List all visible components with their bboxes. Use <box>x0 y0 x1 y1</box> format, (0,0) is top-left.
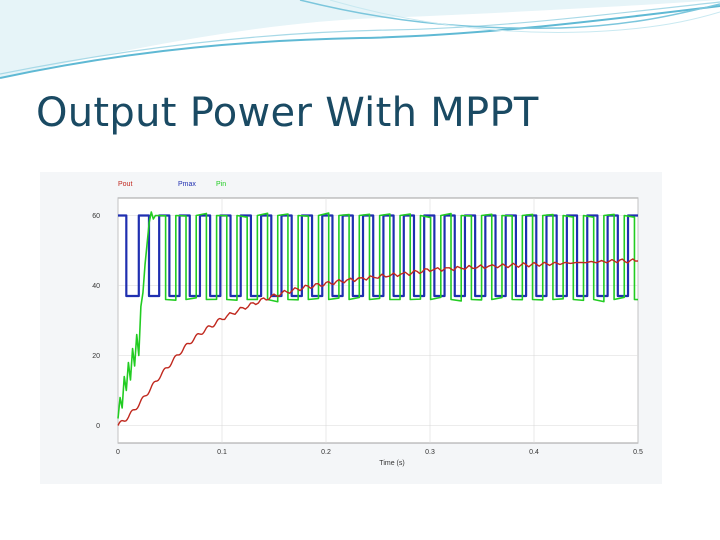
legend-pmax: Pmax <box>178 181 196 188</box>
y-tick-label: 40 <box>92 283 100 290</box>
y-tick-label: 0 <box>96 423 100 430</box>
x-tick-labels: 0 0.1 0.2 0.3 0.4 0.5 <box>116 449 643 456</box>
x-tick-label: 0.3 <box>425 449 435 456</box>
x-tick-label: 0.5 <box>633 449 643 456</box>
y-tick-label: 20 <box>92 353 100 360</box>
x-tick-label: 0.4 <box>529 449 539 456</box>
power-chart: Pout Pmax Pin 020406080 00.10.20.30.40.5… <box>40 172 662 484</box>
legend-pin: Pin <box>216 181 226 188</box>
y-tick-label: 60 <box>92 213 100 220</box>
legend: Pout Pmax Pin <box>118 181 226 188</box>
x-tick-label: 0 <box>116 449 120 456</box>
header-wave-decoration <box>0 0 720 90</box>
legend-pout: Pout <box>118 181 132 188</box>
x-axis-label: Time (s) <box>379 460 404 467</box>
x-tick-label: 0.1 <box>217 449 227 456</box>
x-tick-label: 0.2 <box>321 449 331 456</box>
chart-panel: Pout Pmax Pin 020406080 00.10.20.30.40.5… <box>40 172 662 484</box>
slide-title: Output Power With MPPT <box>36 90 539 136</box>
y-tick-labels: 020406080 <box>92 172 100 430</box>
